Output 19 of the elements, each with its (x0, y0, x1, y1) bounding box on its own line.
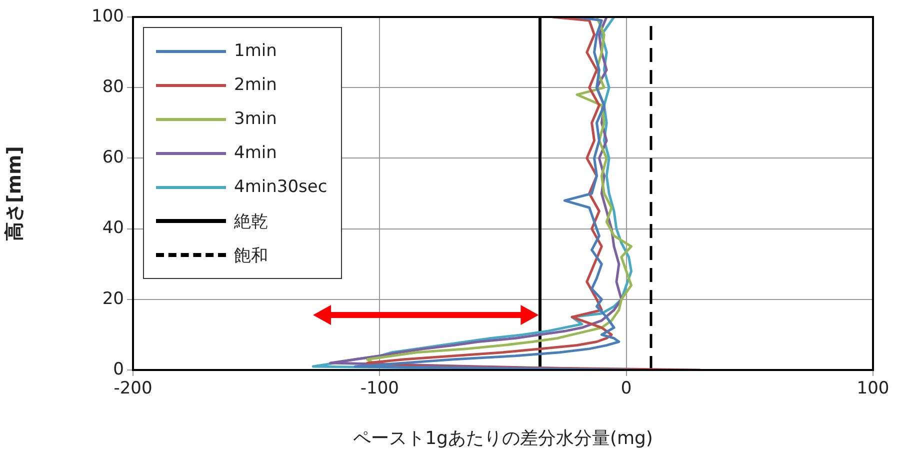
legend-label: 4min30sec (234, 177, 328, 197)
x-tick-label: 100 (856, 378, 890, 399)
legend-label: 1min (234, 41, 277, 61)
legend-label: 4min (234, 143, 277, 163)
y-axis-title: 高さ[mm] (3, 146, 26, 241)
x-tick-label: -100 (360, 378, 399, 399)
x-axis-title: ペースト1gあたりの差分水分量(mg) (353, 428, 653, 449)
legend-label: 3min (234, 109, 277, 129)
y-tick-label: 40 (102, 218, 124, 238)
y-tick-label: 0 (113, 359, 124, 380)
y-tick-label: 80 (102, 77, 124, 98)
legend-label: 飽和 (234, 244, 268, 266)
y-tick-label: 100 (92, 6, 124, 26)
legend-label: 絶乾 (234, 210, 268, 232)
y-tick-label: 60 (102, 148, 124, 168)
x-tick-label: 0 (620, 378, 632, 399)
y-tick-label: 20 (102, 288, 124, 309)
legend-label: 2min (234, 75, 277, 95)
x-tick-label: -200 (114, 378, 152, 399)
